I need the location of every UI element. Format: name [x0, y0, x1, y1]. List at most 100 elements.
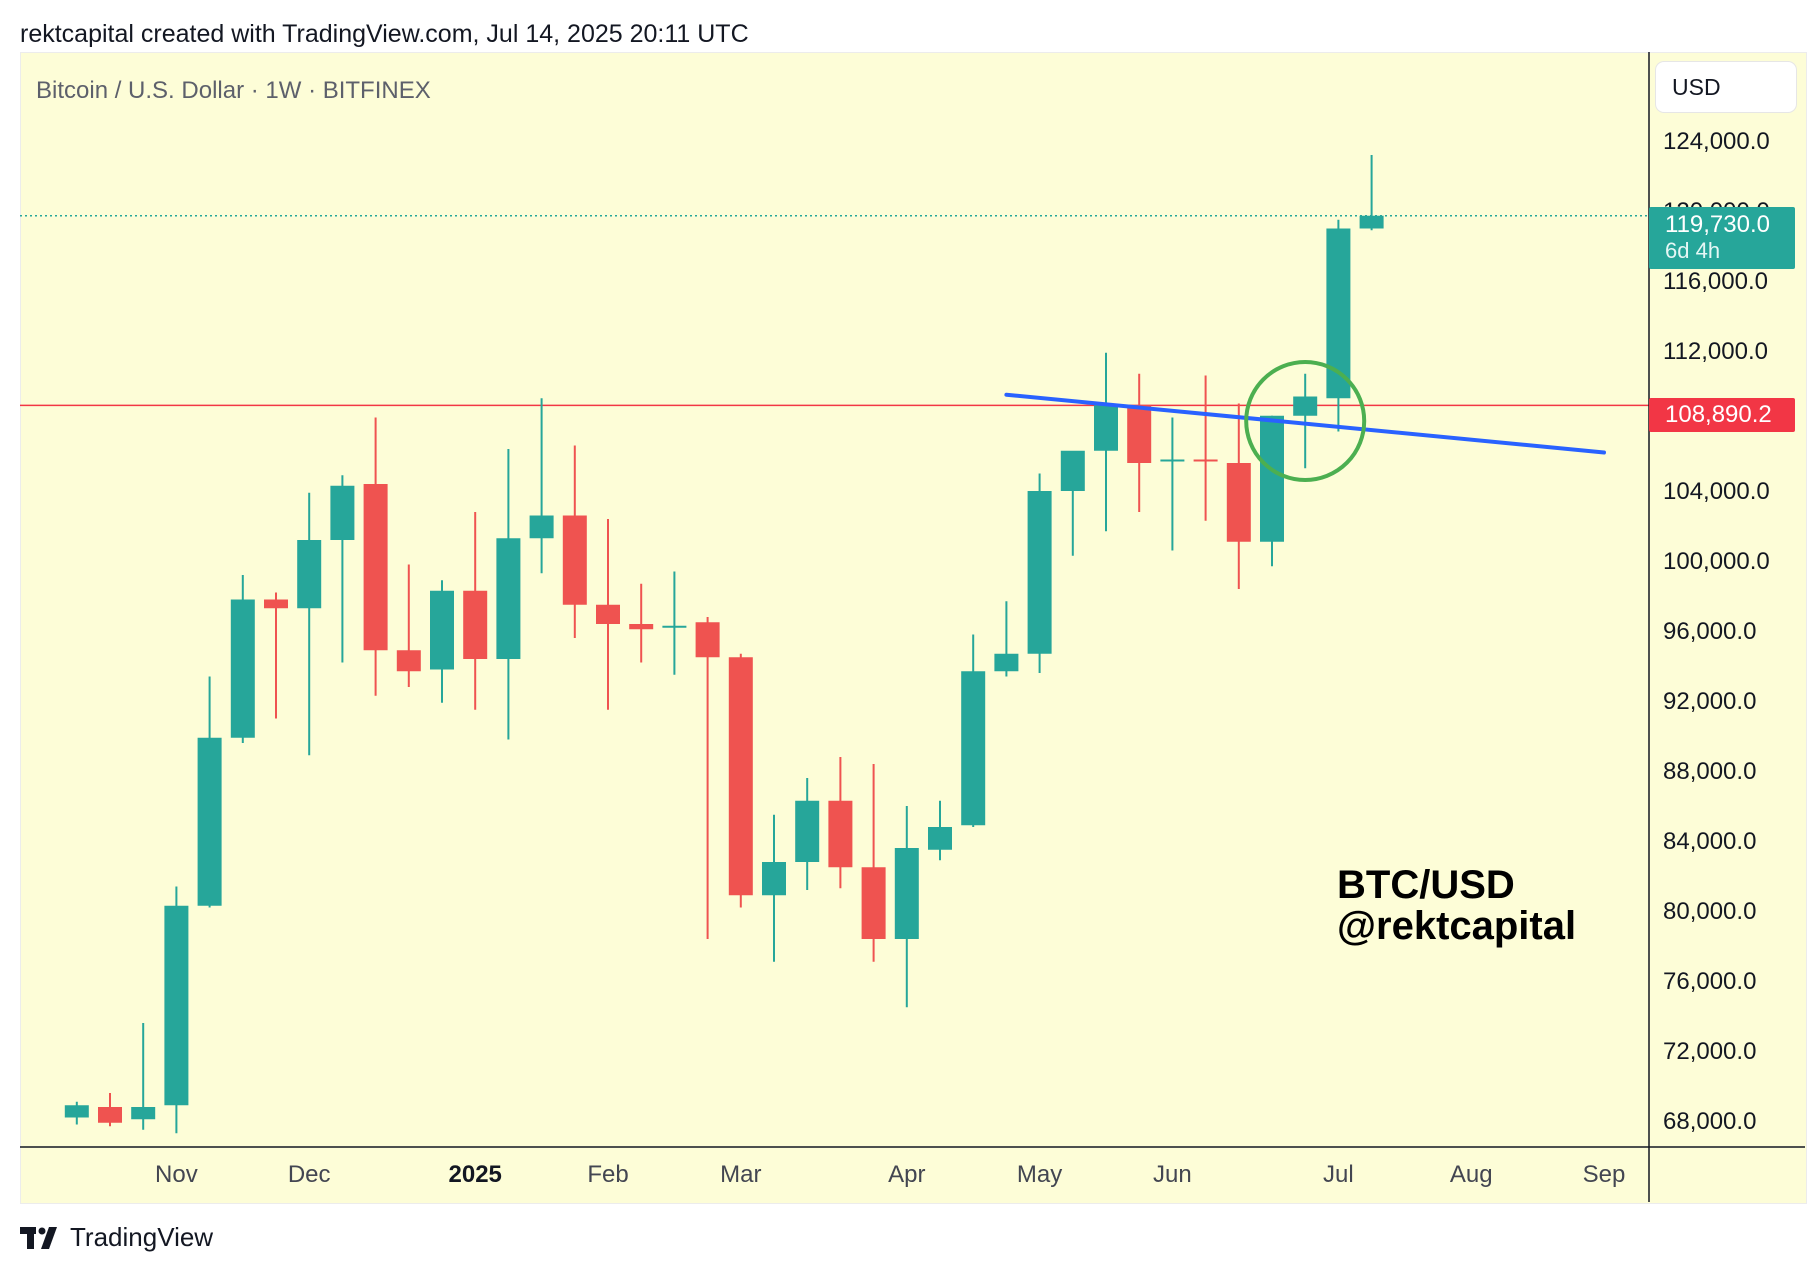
- candle-body: [762, 862, 786, 896]
- symbol-title[interactable]: Bitcoin / U.S. Dollar · 1W · BITFINEX: [36, 77, 431, 104]
- bearish-candle: [596, 519, 620, 710]
- candle-body: [662, 625, 687, 628]
- bullish-candle: [330, 475, 355, 663]
- candle-body: [728, 657, 753, 896]
- bearish-candle: [1193, 375, 1218, 521]
- time-tick-label: Jul: [1323, 1161, 1354, 1188]
- candle-body: [1027, 491, 1052, 654]
- bullish-candle: [762, 814, 786, 962]
- bullish-candle: [1260, 415, 1284, 567]
- candle-body: [1226, 463, 1251, 542]
- price-tick-label: 80,000.0: [1663, 898, 1756, 925]
- candle-body: [297, 540, 322, 609]
- bullish-candle: [994, 601, 1019, 677]
- candle-body: [1094, 405, 1118, 451]
- candle-body: [330, 485, 355, 540]
- bullish-candle: [297, 492, 322, 756]
- candle-body: [894, 848, 919, 939]
- time-tick-label: Feb: [587, 1161, 628, 1188]
- bullish-candle: [529, 398, 554, 574]
- price-tick-label: 76,000.0: [1663, 968, 1756, 995]
- bullish-candle: [1359, 155, 1384, 231]
- candle-body: [828, 800, 853, 868]
- time-tick-label: Mar: [720, 1161, 761, 1188]
- candle-body: [197, 737, 222, 906]
- price-tick-label: 84,000.0: [1663, 828, 1756, 855]
- price-tick-label: 112,000.0: [1663, 338, 1768, 365]
- tradingview-logo-icon: [20, 1226, 57, 1249]
- time-tick-label: Apr: [888, 1161, 925, 1188]
- bullish-candle: [961, 634, 986, 827]
- candle-body: [396, 650, 421, 672]
- candle-body: [496, 538, 521, 659]
- watermark-author: @rektcapital: [1337, 904, 1577, 948]
- bullish-candle: [1293, 373, 1318, 469]
- candle-body: [164, 905, 189, 1106]
- time-tick-label: Jun: [1153, 1161, 1192, 1188]
- bearish-candle: [695, 617, 720, 939]
- bearish-candle: [1127, 373, 1152, 512]
- bearish-candle: [98, 1093, 122, 1127]
- time-tick-label: Sep: [1583, 1161, 1626, 1188]
- bullish-candle: [230, 575, 255, 743]
- breakout-highlight-circle: [1244, 360, 1367, 482]
- time-tick-label: Dec: [288, 1161, 331, 1188]
- candle-body: [131, 1107, 156, 1120]
- bullish-candle: [197, 676, 222, 908]
- last-price-value: 119,730.0: [1665, 211, 1770, 238]
- candle-body: [64, 1105, 89, 1118]
- price-tick-label: 104,000.0: [1663, 478, 1770, 505]
- chart-pane[interactable]: [20, 52, 1807, 1204]
- time-tick-label: Nov: [155, 1161, 198, 1188]
- price-tick-label: 88,000.0: [1663, 758, 1756, 785]
- bearish-candle: [828, 757, 853, 889]
- candle-body: [795, 800, 820, 862]
- bullish-candle: [1094, 352, 1118, 532]
- time-tick-label: 2025: [449, 1161, 502, 1188]
- chart-attribution: rektcapital created with TradingView.com…: [20, 20, 749, 48]
- bearish-candle: [728, 653, 753, 908]
- candle-body: [430, 590, 454, 670]
- bearish-candle: [629, 583, 654, 663]
- candle-body: [1359, 215, 1384, 229]
- price-tick-label: 100,000.0: [1663, 548, 1770, 575]
- candle-body: [230, 599, 255, 738]
- bearish-candle: [363, 417, 388, 696]
- time-tick-label: May: [1017, 1161, 1062, 1188]
- candle-body: [1060, 450, 1085, 491]
- candle-body: [1260, 415, 1284, 542]
- bearish-candle: [463, 512, 488, 710]
- bullish-candle: [662, 571, 687, 675]
- tradingview-wordmark: TradingView: [70, 1222, 214, 1252]
- candle-body: [98, 1107, 122, 1123]
- price-tick-label: 96,000.0: [1663, 618, 1756, 645]
- bullish-candle: [131, 1023, 156, 1130]
- price-tick-label: 92,000.0: [1663, 688, 1756, 715]
- candle-body: [529, 515, 554, 539]
- candle-body: [861, 867, 886, 939]
- bullish-candle: [64, 1101, 89, 1125]
- bullish-candle: [1027, 473, 1052, 673]
- watermark-pair: BTC/USD: [1337, 863, 1515, 907]
- bearish-candle: [861, 764, 886, 962]
- watermark: BTC/USD @rektcapital: [1337, 865, 1576, 947]
- candle-body: [1127, 405, 1152, 463]
- bearish-candle: [562, 445, 587, 638]
- candle-body: [629, 624, 654, 630]
- bullish-candle: [1326, 219, 1351, 432]
- candle-body: [363, 484, 388, 651]
- currency-selector[interactable]: USD: [1656, 62, 1796, 112]
- price-tick-label: 116,000.0: [1663, 268, 1768, 295]
- bearish-candle: [1226, 403, 1251, 589]
- time-tick-label: Aug: [1450, 1161, 1493, 1188]
- bullish-candle: [164, 886, 189, 1134]
- candle-body: [994, 653, 1019, 672]
- candle-body: [695, 622, 720, 658]
- candle-body: [1160, 459, 1185, 462]
- candle-body: [1193, 459, 1218, 462]
- candle-body: [928, 827, 952, 850]
- bullish-candle: [1060, 450, 1085, 556]
- tradingview-brand[interactable]: TradingView: [20, 1222, 213, 1253]
- candle-body: [562, 515, 587, 605]
